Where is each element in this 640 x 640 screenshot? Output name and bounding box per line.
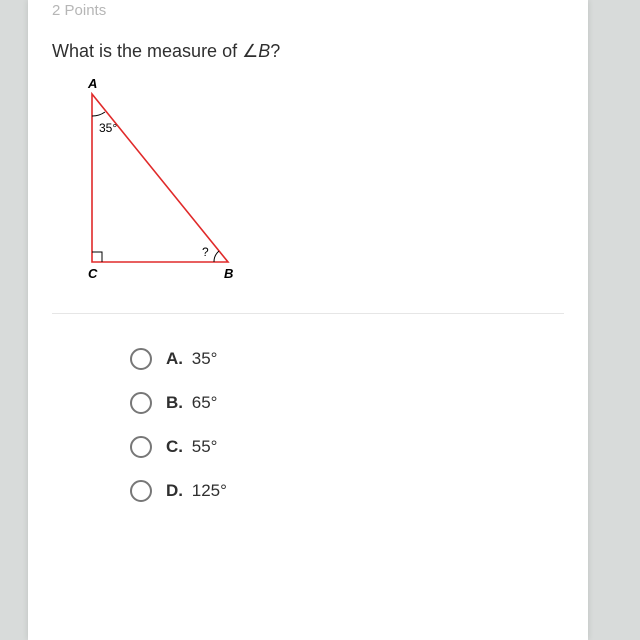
page-card: 2 Points What is the measure of ∠B? 35° …: [28, 0, 588, 640]
option-c[interactable]: C. 55°: [130, 436, 564, 458]
question-prefix: What is the measure of: [52, 41, 242, 61]
angle-letter: B: [258, 41, 270, 61]
angle-a-label: 35°: [99, 121, 117, 135]
option-value: 125°: [192, 481, 227, 500]
points-label: 2 Points: [52, 0, 564, 41]
option-letter: A.: [166, 349, 183, 368]
vertex-b-label: B: [224, 266, 233, 281]
angle-symbol: ∠: [242, 41, 258, 61]
option-label: D. 125°: [166, 481, 227, 501]
option-letter: D.: [166, 481, 183, 500]
radio-icon: [130, 348, 152, 370]
triangle-svg: 35° ? A B C: [52, 76, 262, 286]
triangle-shape: [92, 94, 228, 262]
option-value: 35°: [192, 349, 218, 368]
right-angle-icon: [92, 252, 102, 262]
vertex-c-label: C: [88, 266, 98, 281]
radio-icon: [130, 392, 152, 414]
radio-icon: [130, 480, 152, 502]
option-a[interactable]: A. 35°: [130, 348, 564, 370]
option-label: A. 35°: [166, 349, 217, 369]
angle-a-arc-icon: [92, 112, 105, 116]
answer-options: A. 35° B. 65° C. 55° D. 125°: [52, 348, 564, 502]
option-d[interactable]: D. 125°: [130, 480, 564, 502]
option-label: B. 65°: [166, 393, 217, 413]
option-letter: C.: [166, 437, 183, 456]
option-letter: B.: [166, 393, 183, 412]
angle-b-arc-icon: [214, 251, 219, 262]
question-suffix: ?: [270, 41, 280, 61]
vertex-a-label: A: [87, 76, 97, 91]
option-value: 65°: [192, 393, 218, 412]
radio-icon: [130, 436, 152, 458]
triangle-diagram: 35° ? A B C: [52, 76, 564, 313]
separator: [52, 313, 564, 314]
question-text: What is the measure of ∠B?: [52, 41, 564, 76]
angle-b-label: ?: [202, 245, 209, 259]
option-label: C. 55°: [166, 437, 217, 457]
option-b[interactable]: B. 65°: [130, 392, 564, 414]
option-value: 55°: [192, 437, 218, 456]
